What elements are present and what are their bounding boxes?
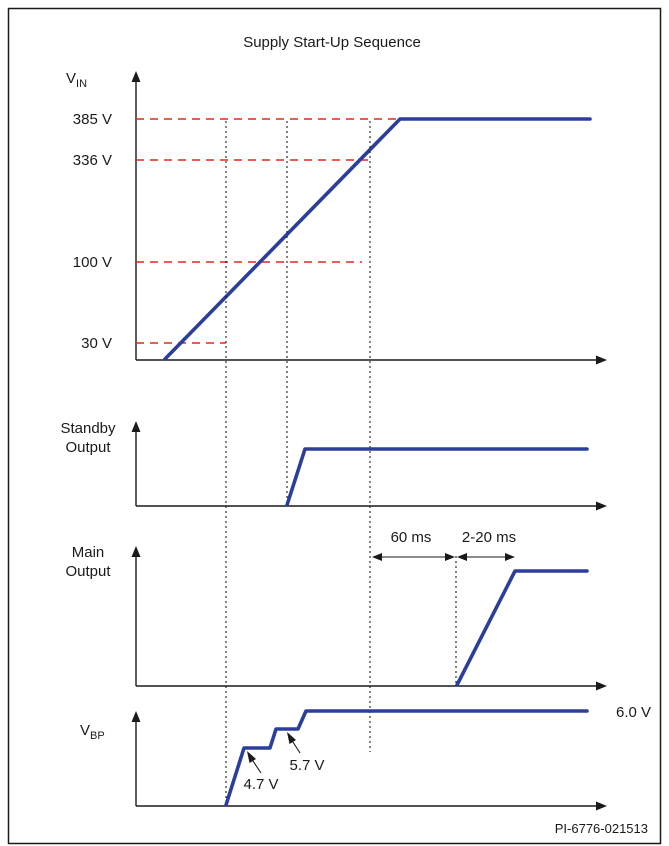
vin-axis-label: VIN <box>66 70 87 90</box>
vin-level-385: 385 V <box>73 111 112 128</box>
vin-level-100: 100 V <box>73 254 112 271</box>
main-y-arrowhead <box>131 546 141 557</box>
vbp-label-main: V <box>80 722 90 739</box>
standby-x-arrowhead <box>596 501 607 511</box>
delay-2-20ms-arrowhead-right <box>505 553 515 561</box>
diagram-border <box>7 7 662 845</box>
callout-4-7v-arrowhead <box>247 751 256 763</box>
standby-y-arrowhead <box>131 421 141 432</box>
main-label-line1: Main <box>72 544 105 561</box>
main-trace <box>455 569 589 687</box>
callout-5-7v-arrowhead <box>287 732 296 744</box>
vbp-step1-label: 4.7 V <box>243 776 278 793</box>
vbp-x-arrowhead <box>596 801 607 811</box>
main-label-line2: Output <box>65 563 111 580</box>
vbp-trace <box>224 709 589 807</box>
main-panel: Main Output 60 ms 2-20 ms <box>65 529 607 691</box>
vin-panel: VIN 385 V 336 V 100 V 30 V <box>66 70 607 365</box>
vin-label-sub: IN <box>76 78 87 90</box>
vin-trace <box>163 117 592 361</box>
standby-label-line1: Standby <box>60 420 116 437</box>
main-x-arrowhead <box>596 681 607 691</box>
vin-y-arrowhead <box>131 71 141 82</box>
vbp-label-sub: BP <box>90 730 105 742</box>
vbp-step2-label: 5.7 V <box>289 757 324 774</box>
delay-2-20ms-label: 2-20 ms <box>462 529 516 546</box>
vin-x-arrowhead <box>596 355 607 365</box>
vin-level-336: 336 V <box>73 152 112 169</box>
standby-panel: Standby Output <box>60 420 607 511</box>
standby-trace <box>285 447 589 507</box>
delay-60ms-label: 60 ms <box>391 529 432 546</box>
delay-2-20ms-arrowhead-left <box>457 553 467 561</box>
vbp-y-arrowhead <box>131 711 141 722</box>
vbp-final-level-label: 6.0 V <box>616 704 651 721</box>
vin-label-main: V <box>66 70 76 87</box>
figure-id: PI-6776-021513 <box>555 821 648 836</box>
vin-level-30: 30 V <box>81 335 112 352</box>
vbp-axis-label: VBP <box>80 722 105 742</box>
standby-label-line2: Output <box>65 439 111 456</box>
vbp-panel: VBP 6.0 V 4.7 V 5.7 V <box>80 704 651 811</box>
delay-60ms-arrowhead-left <box>372 553 382 561</box>
delay-60ms-arrowhead-right <box>445 553 455 561</box>
diagram-title: Supply Start-Up Sequence <box>243 34 421 51</box>
